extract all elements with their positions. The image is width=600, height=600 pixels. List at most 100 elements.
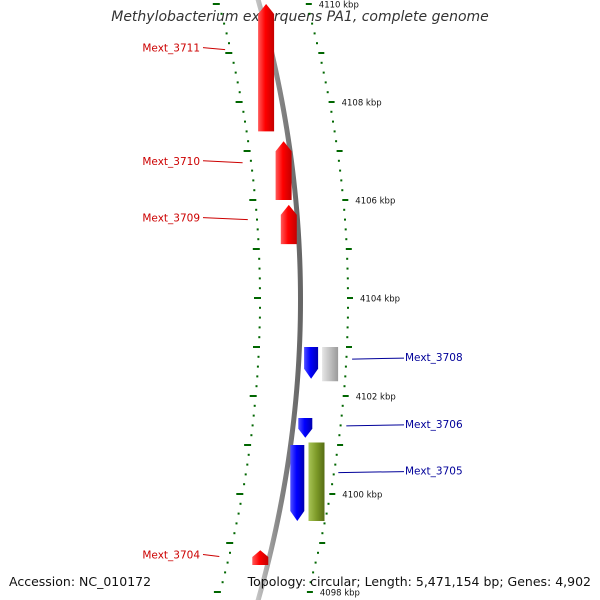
minor-tick-left [258, 287, 261, 290]
kbp-label: 4104 kbp [360, 295, 400, 305]
minor-tick-left [251, 169, 254, 172]
minor-tick-right [308, 12, 311, 15]
minor-tick-right [339, 424, 342, 427]
minor-tick-left [250, 434, 253, 437]
minor-tick-right [345, 238, 348, 241]
minor-tick-left [249, 159, 252, 162]
major-tick-right [345, 248, 352, 250]
gene-label: Mext_3709 [142, 213, 200, 225]
tick-marks-layer [212, 3, 353, 593]
gene-label-leader [202, 47, 226, 51]
minor-tick-left [236, 81, 239, 84]
minor-tick-left [256, 375, 259, 378]
minor-tick-left [235, 522, 238, 525]
major-tick-right [306, 591, 313, 593]
gene-label-leader [202, 160, 243, 164]
major-tick-left [225, 52, 233, 54]
major-tick-left [254, 297, 261, 299]
minor-tick-right [330, 110, 333, 113]
minor-tick-right [337, 159, 340, 162]
minor-tick-right [324, 81, 327, 84]
minor-tick-right [322, 71, 325, 74]
gene-feature [275, 141, 292, 200]
minor-tick-right [325, 512, 328, 515]
minor-tick-left [244, 120, 246, 123]
minor-tick-left [256, 228, 259, 231]
gene-feature [252, 550, 269, 565]
minor-tick-left [223, 22, 226, 25]
minor-tick-left [253, 189, 256, 192]
minor-tick-left [257, 355, 260, 358]
backbone-layer [255, 0, 304, 600]
minor-tick-left [247, 140, 250, 143]
major-tick-left [236, 493, 244, 495]
kbp-label: 4100 kbp [342, 491, 382, 501]
minor-tick-left [257, 238, 260, 241]
kbp-labels-layer: 4110 kbp 4108 kbp 4106 kbp 4104 kbp 4102 kbp… [319, 1, 400, 599]
major-tick-left [212, 3, 220, 5]
major-tick-right [337, 444, 344, 446]
minor-tick-left [259, 306, 261, 309]
gene-label-leader [202, 554, 220, 557]
minor-tick-right [334, 463, 337, 466]
kbp-label: 4106 kbp [355, 197, 395, 207]
minor-tick-left [258, 257, 261, 260]
minor-tick-right [341, 189, 344, 192]
minor-tick-left [255, 385, 258, 388]
minor-tick-left [224, 571, 227, 574]
minor-tick-right [345, 355, 348, 358]
gene-label-leader [202, 217, 248, 221]
minor-tick-right [323, 522, 326, 525]
gene-label: Mext_3705 [405, 466, 463, 478]
minor-tick-right [343, 208, 346, 211]
major-tick-right [342, 199, 349, 201]
minor-tick-right [317, 551, 319, 554]
minor-tick-right [346, 326, 349, 329]
minor-tick-right [346, 257, 349, 260]
minor-tick-right [311, 22, 314, 25]
minor-tick-right [327, 502, 330, 505]
minor-tick-right [321, 532, 324, 535]
major-tick-right [318, 52, 325, 54]
gene-labels-layer: Mext_3711 Mext_3710 Mext_3709 Mext_3708 Mext… [142, 43, 463, 562]
minor-tick-left [221, 581, 224, 584]
minor-tick-right [344, 228, 347, 231]
minor-tick-right [335, 140, 338, 143]
minor-tick-right [309, 581, 312, 584]
minor-tick-left [244, 473, 247, 476]
gene-label-leader [338, 471, 405, 474]
major-tick-left [252, 248, 260, 250]
minor-tick-left [246, 463, 249, 466]
minor-tick-left [238, 91, 241, 94]
major-tick-right [342, 395, 349, 397]
minor-tick-right [346, 316, 349, 319]
minor-tick-left [253, 404, 256, 407]
major-tick-right [347, 297, 353, 299]
minor-tick-left [258, 336, 261, 339]
major-tick-right [328, 101, 335, 103]
gene-label-leader [346, 424, 405, 427]
minor-tick-left [256, 218, 258, 221]
map-title: Methylobacterium extorquens PA1, complet… [111, 9, 489, 25]
major-tick-left [226, 542, 234, 544]
kbp-label: 4102 kbp [356, 393, 396, 403]
gene-label: Mext_3706 [405, 419, 463, 431]
major-tick-left [244, 444, 252, 446]
minor-tick-left [225, 32, 228, 35]
minor-tick-right [332, 120, 334, 123]
kbp-label: 4108 kbp [342, 99, 382, 109]
major-tick-left [253, 346, 260, 348]
minor-tick-right [320, 61, 323, 64]
minor-tick-left [239, 502, 242, 505]
gene-feature [258, 4, 275, 132]
minor-tick-right [313, 32, 316, 35]
genome-summary-text: Topology: circular; Length: 5,471,154 bp… [247, 574, 591, 589]
minor-tick-right [341, 404, 344, 407]
minor-tick-left [251, 424, 254, 427]
minor-tick-left [258, 267, 261, 270]
minor-tick-left [229, 551, 231, 554]
minor-tick-left [252, 179, 255, 182]
major-tick-left [249, 395, 257, 397]
minor-tick-left [228, 42, 230, 45]
